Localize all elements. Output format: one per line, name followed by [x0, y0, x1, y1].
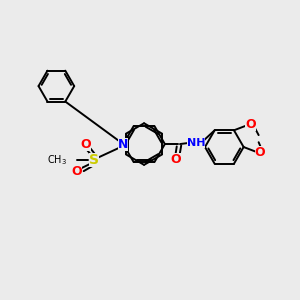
- Text: O: O: [170, 153, 181, 166]
- Text: S: S: [88, 153, 98, 167]
- Text: CH$_3$: CH$_3$: [47, 154, 67, 167]
- Text: N: N: [118, 138, 128, 151]
- Text: NH: NH: [187, 138, 205, 148]
- Text: O: O: [255, 146, 265, 159]
- Text: O: O: [72, 165, 83, 178]
- Text: O: O: [245, 118, 256, 131]
- Text: O: O: [80, 138, 91, 152]
